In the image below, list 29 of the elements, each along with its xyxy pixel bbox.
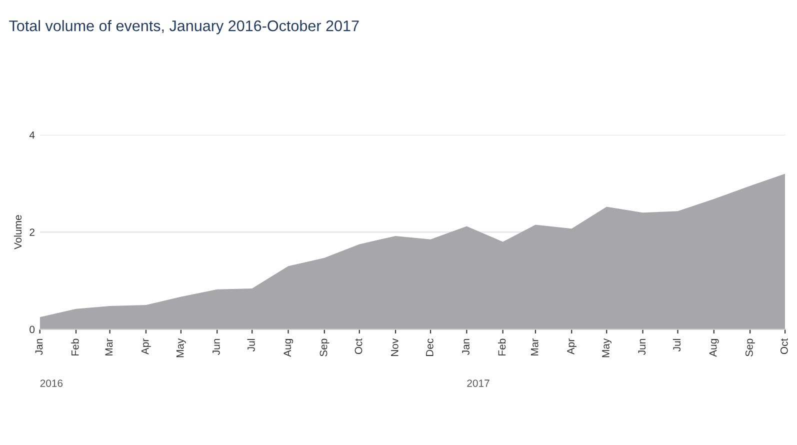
x-tick-label: Jul (672, 339, 681, 352)
y-tick-label: 2 (30, 228, 34, 236)
x-tick-label: Oct (780, 338, 788, 354)
y-axis-title: Volume (14, 215, 22, 250)
x-tick-label: Apr (567, 338, 576, 355)
x-tick-label: Mar (531, 338, 538, 356)
x-tick-label: Sep (745, 338, 755, 356)
y-tick-label: 0 (30, 326, 35, 334)
x-tick-label: Oct (354, 338, 362, 354)
text: 2017 (467, 380, 490, 387)
x-tick-label: May (602, 338, 612, 358)
x-tick-label: Jun (638, 339, 646, 355)
x-tick-label: Jun (212, 339, 220, 355)
chart-title: Total volume of events, January 2016-October 2017 (9, 20, 359, 34)
x-tick-label: Jul (247, 339, 255, 352)
x-tick-label: May (176, 338, 186, 358)
x-tick-label: Sep (320, 338, 330, 356)
x-tick-label: Feb (71, 338, 79, 356)
x-tick-label: Aug (284, 339, 294, 357)
text: 2016 (40, 380, 63, 387)
x-tick-label: Dec (426, 338, 434, 356)
x-tick-label: Jan (35, 339, 43, 355)
x-tick-label: Apr (142, 338, 151, 355)
x-tick-label: Aug (709, 339, 719, 357)
x-tick-label: Jan (462, 339, 470, 355)
x-tick-label: Nov (391, 338, 398, 356)
x-tick-label: Feb (498, 338, 506, 356)
x-tick-label: Mar (105, 338, 113, 356)
y-tick-label: 4 (29, 131, 35, 139)
